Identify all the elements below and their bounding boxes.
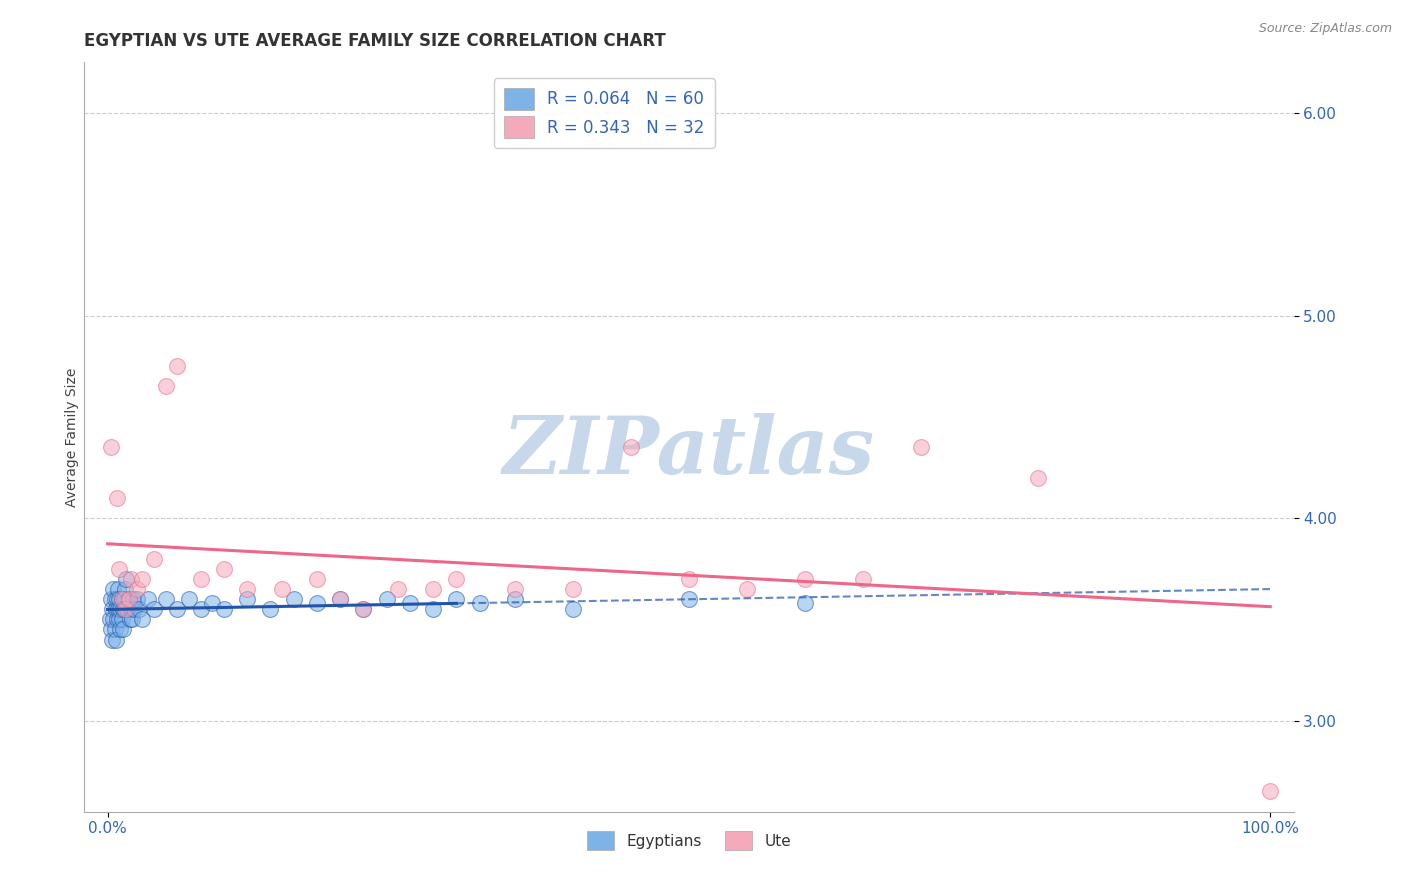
Point <box>794 596 817 610</box>
Point <box>143 551 166 566</box>
Text: ZIPatlas: ZIPatlas <box>503 413 875 491</box>
Point <box>111 602 134 616</box>
Point <box>422 602 444 616</box>
Point <box>155 379 177 393</box>
Point <box>128 602 150 616</box>
Point <box>329 592 352 607</box>
Point <box>136 592 159 607</box>
Point <box>125 592 148 607</box>
Point <box>236 582 259 596</box>
Point <box>446 572 468 586</box>
Point <box>305 596 328 610</box>
Point <box>105 491 128 505</box>
Point <box>122 592 145 607</box>
Point <box>104 632 127 647</box>
Point <box>111 623 134 637</box>
Point <box>283 592 305 607</box>
Point <box>678 572 700 586</box>
Point <box>375 592 398 607</box>
Point <box>794 572 817 586</box>
Point <box>166 359 188 374</box>
Point <box>387 582 409 596</box>
Point <box>101 632 124 647</box>
Point <box>114 582 136 596</box>
Point <box>399 596 422 610</box>
Point <box>124 602 146 616</box>
Point <box>110 612 132 626</box>
Legend: Egyptians, Ute: Egyptians, Ute <box>581 825 797 856</box>
Point <box>103 582 125 596</box>
Point <box>115 572 138 586</box>
Point <box>114 602 136 616</box>
Point <box>100 592 122 607</box>
Point <box>131 572 153 586</box>
Text: EGYPTIAN VS UTE AVERAGE FAMILY SIZE CORRELATION CHART: EGYPTIAN VS UTE AVERAGE FAMILY SIZE CORR… <box>84 32 666 50</box>
Point <box>678 592 700 607</box>
Y-axis label: Average Family Size: Average Family Size <box>65 368 79 507</box>
Point <box>1026 470 1049 484</box>
Point <box>329 592 352 607</box>
Point <box>104 623 127 637</box>
Point <box>201 596 224 610</box>
Point <box>503 592 526 607</box>
Point <box>114 602 136 616</box>
Point <box>100 440 122 454</box>
Point <box>118 612 141 626</box>
Point <box>468 596 491 610</box>
Point <box>101 602 124 616</box>
Point <box>103 612 125 626</box>
Point <box>166 602 188 616</box>
Point <box>735 582 758 596</box>
Point <box>143 602 166 616</box>
Point <box>620 440 643 454</box>
Point <box>125 582 148 596</box>
Point <box>305 572 328 586</box>
Point <box>117 602 139 616</box>
Point <box>177 592 200 607</box>
Point <box>259 602 281 616</box>
Point <box>561 582 583 596</box>
Point <box>190 602 212 616</box>
Point <box>503 582 526 596</box>
Point <box>108 592 131 607</box>
Point <box>422 582 444 596</box>
Point <box>110 592 132 607</box>
Text: Source: ZipAtlas.com: Source: ZipAtlas.com <box>1258 22 1392 36</box>
Point <box>352 602 374 616</box>
Point <box>110 602 132 616</box>
Point <box>446 592 468 607</box>
Point <box>236 592 259 607</box>
Point <box>190 572 212 586</box>
Point <box>155 592 177 607</box>
Point <box>105 612 128 626</box>
Point <box>100 623 122 637</box>
Point <box>271 582 294 596</box>
Point <box>852 572 875 586</box>
Point <box>212 602 235 616</box>
Point <box>108 612 131 626</box>
Point <box>108 562 131 576</box>
Point <box>910 440 932 454</box>
Point <box>352 602 374 616</box>
Point <box>121 612 143 626</box>
Point <box>117 592 139 607</box>
Point <box>212 562 235 576</box>
Point <box>120 572 142 586</box>
Point <box>107 582 129 596</box>
Point <box>1258 784 1281 798</box>
Point <box>120 602 142 616</box>
Point <box>131 612 153 626</box>
Point <box>107 602 129 616</box>
Point <box>110 623 132 637</box>
Point <box>104 592 127 607</box>
Point <box>105 592 128 607</box>
Point <box>110 592 132 607</box>
Point <box>98 612 121 626</box>
Point <box>112 592 135 607</box>
Point <box>561 602 583 616</box>
Point <box>104 602 127 616</box>
Point <box>117 592 139 607</box>
